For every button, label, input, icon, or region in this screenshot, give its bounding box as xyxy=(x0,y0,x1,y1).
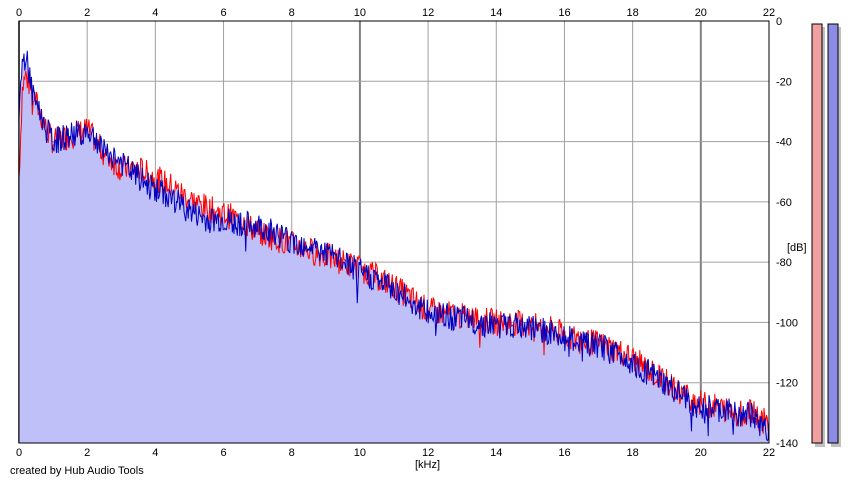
x-tick-bottom-20: 20 xyxy=(695,447,707,459)
x-tick-labels-bottom: 0 2 4 6 8 10 12 14 16 18 20 22 xyxy=(16,447,775,459)
series-fill-area xyxy=(19,50,769,444)
right-channel-meter xyxy=(827,23,839,444)
x-tick-top-22: 22 xyxy=(763,7,775,19)
x-tick-bottom-22: 22 xyxy=(763,447,775,459)
x-tick-bottom-14: 14 xyxy=(490,447,502,459)
x-tick-bottom-2: 2 xyxy=(84,447,90,459)
x-axis-label: [kHz] xyxy=(415,459,441,471)
x-tick-top-6: 6 xyxy=(220,7,226,19)
x-tick-labels-top: 0 2 4 6 8 10 12 14 16 18 20 22 xyxy=(16,7,775,19)
series-line-blue xyxy=(18,50,770,442)
x-tick-bottom-16: 16 xyxy=(558,447,570,459)
x-tick-top-16: 16 xyxy=(558,7,570,19)
y-tick-80: -80 xyxy=(776,257,792,269)
x-tick-bottom-18: 18 xyxy=(627,447,639,459)
y-tick-labels: 0 -20 -40 -60 -80 -100 -120 -140 xyxy=(776,16,798,450)
x-tick-top-20: 20 xyxy=(695,7,707,19)
x-tick-bottom-0: 0 xyxy=(16,447,22,459)
x-tick-top-18: 18 xyxy=(627,7,639,19)
x-tick-bottom-8: 8 xyxy=(289,447,295,459)
y-tick-100: -100 xyxy=(776,317,798,329)
y-tick-60: -60 xyxy=(776,197,792,209)
y-tick-20: -20 xyxy=(776,76,792,88)
x-tick-top-2: 2 xyxy=(84,7,90,19)
x-tick-top-12: 12 xyxy=(422,7,434,19)
y-tick-40: -40 xyxy=(776,137,792,149)
x-tick-top-8: 8 xyxy=(289,7,295,19)
x-tick-bottom-4: 4 xyxy=(152,447,158,459)
y-tick-120: -120 xyxy=(776,378,798,390)
left-channel-meter xyxy=(811,23,823,444)
y-axis-label: [dB] xyxy=(787,242,807,254)
x-tick-bottom-10: 10 xyxy=(354,447,366,459)
x-tick-top-14: 14 xyxy=(490,7,502,19)
x-tick-bottom-12: 12 xyxy=(422,447,434,459)
y-tick-140: -140 xyxy=(776,438,798,450)
level-meters xyxy=(811,23,841,447)
x-tick-top-4: 4 xyxy=(152,7,158,19)
x-tick-top-0: 0 xyxy=(16,7,22,19)
x-tick-top-10: 10 xyxy=(354,7,366,19)
x-tick-bottom-6: 6 xyxy=(220,447,226,459)
credit-text: created by Hub Audio Tools xyxy=(10,465,144,477)
y-tick-0: 0 xyxy=(776,16,782,28)
plot-frame xyxy=(18,20,770,444)
